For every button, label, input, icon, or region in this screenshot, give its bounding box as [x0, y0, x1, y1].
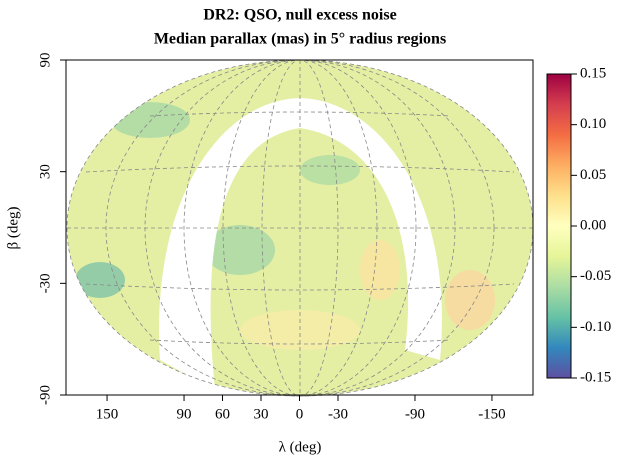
chart-subtitle: Median parallax (mas) in 5° radius regio… [154, 31, 446, 48]
x-tick-label: 30 [254, 406, 269, 422]
y-tick-label: 30 [37, 164, 53, 179]
colorbar-tick-label: 0.05 [580, 167, 606, 183]
x-tick-label: -30 [328, 406, 348, 422]
colorbar-tick-label: -0.15 [580, 369, 611, 385]
y-axis-title: β (deg) [5, 206, 21, 249]
chart-title: DR2: QSO, null excess noise [203, 7, 396, 24]
colorbar [546, 73, 572, 379]
x-tick-label: 0 [296, 406, 304, 422]
y-tick-label: -30 [37, 273, 53, 293]
x-tick-label: 90 [177, 406, 192, 422]
colorbar-tick-label: 0.15 [580, 65, 606, 81]
x-axis-title: λ (deg) [279, 439, 322, 455]
colorbar-tick-label: -0.05 [580, 268, 611, 284]
colorbar-tick-label: 0.10 [580, 116, 606, 132]
x-tick-label: 60 [215, 406, 230, 422]
x-tick-label: -90 [405, 406, 425, 422]
colorbar-tick-label: -0.10 [580, 319, 611, 335]
colorbar-tick-label: 0.00 [580, 217, 606, 233]
x-tick-label: -150 [478, 406, 506, 422]
y-tick-label: -90 [37, 385, 53, 405]
x-tick-label: 150 [96, 406, 119, 422]
y-tick-label: 90 [37, 53, 53, 68]
